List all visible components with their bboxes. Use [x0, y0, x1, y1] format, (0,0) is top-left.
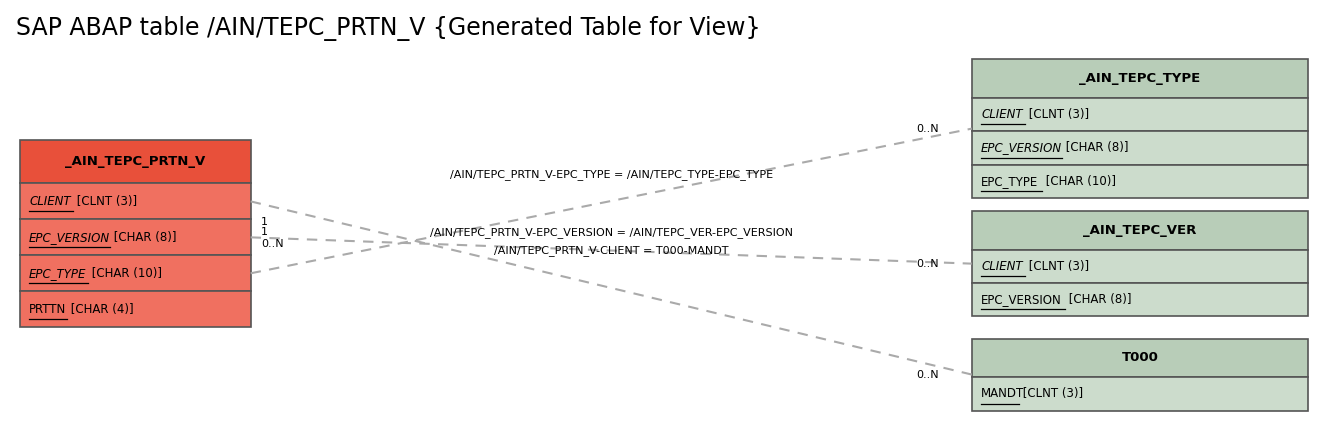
FancyBboxPatch shape — [20, 291, 250, 327]
Text: PRTTN: PRTTN — [29, 303, 66, 316]
Text: [CLNT (3)]: [CLNT (3)] — [1025, 108, 1090, 121]
Text: EPC_VERSION: EPC_VERSION — [981, 141, 1062, 155]
Text: 1: 1 — [261, 217, 269, 227]
Text: MANDT: MANDT — [981, 387, 1025, 400]
FancyBboxPatch shape — [972, 211, 1308, 250]
Text: _AIN_TEPC_TYPE: _AIN_TEPC_TYPE — [1079, 72, 1201, 85]
FancyBboxPatch shape — [972, 339, 1308, 377]
FancyBboxPatch shape — [20, 255, 250, 291]
FancyBboxPatch shape — [972, 250, 1308, 283]
Text: CLIENT: CLIENT — [981, 260, 1022, 273]
Text: EPC_VERSION: EPC_VERSION — [29, 231, 110, 244]
Text: 0..N: 0..N — [916, 369, 939, 380]
FancyBboxPatch shape — [972, 283, 1308, 316]
FancyBboxPatch shape — [972, 131, 1308, 165]
Text: [CHAR (10)]: [CHAR (10)] — [1042, 175, 1116, 188]
Text: /AIN/TEPC_PRTN_V-CLIENT = T000-MANDT: /AIN/TEPC_PRTN_V-CLIENT = T000-MANDT — [494, 245, 728, 256]
FancyBboxPatch shape — [20, 219, 250, 255]
Text: [CHAR (10)]: [CHAR (10)] — [89, 267, 163, 280]
Text: EPC_TYPE: EPC_TYPE — [29, 267, 86, 280]
FancyBboxPatch shape — [972, 98, 1308, 131]
Text: [CLNT (3)]: [CLNT (3)] — [1019, 387, 1083, 400]
Text: [CHAR (8)]: [CHAR (8)] — [1062, 141, 1129, 155]
FancyBboxPatch shape — [972, 165, 1308, 198]
FancyBboxPatch shape — [972, 59, 1308, 98]
FancyBboxPatch shape — [20, 139, 250, 183]
Text: CLIENT: CLIENT — [981, 108, 1022, 121]
Text: _AIN_TEPC_PRTN_V: _AIN_TEPC_PRTN_V — [65, 155, 205, 168]
Text: [CHAR (8)]: [CHAR (8)] — [1066, 293, 1132, 306]
Text: _AIN_TEPC_VER: _AIN_TEPC_VER — [1083, 224, 1197, 237]
Text: [CHAR (4)]: [CHAR (4)] — [68, 303, 134, 316]
FancyBboxPatch shape — [20, 183, 250, 219]
FancyBboxPatch shape — [972, 377, 1308, 411]
Text: SAP ABAP table /AIN/TEPC_PRTN_V {Generated Table for View}: SAP ABAP table /AIN/TEPC_PRTN_V {Generat… — [16, 16, 760, 41]
Text: 0..N: 0..N — [261, 239, 283, 249]
Text: CLIENT: CLIENT — [29, 195, 70, 208]
Text: [CLNT (3)]: [CLNT (3)] — [1025, 260, 1090, 273]
Text: EPC_TYPE: EPC_TYPE — [981, 175, 1038, 188]
Text: /AIN/TEPC_PRTN_V-EPC_VERSION = /AIN/TEPC_VER-EPC_VERSION: /AIN/TEPC_PRTN_V-EPC_VERSION = /AIN/TEPC… — [430, 227, 793, 238]
Text: T000: T000 — [1121, 351, 1158, 365]
Text: EPC_VERSION: EPC_VERSION — [981, 293, 1062, 306]
Text: /AIN/TEPC_PRTN_V-EPC_TYPE = /AIN/TEPC_TYPE-EPC_TYPE: /AIN/TEPC_PRTN_V-EPC_TYPE = /AIN/TEPC_TY… — [450, 169, 773, 180]
Text: [CLNT (3)]: [CLNT (3)] — [73, 195, 138, 208]
Text: 0..N: 0..N — [916, 259, 939, 269]
Text: 1: 1 — [261, 227, 269, 237]
Text: [CHAR (8)]: [CHAR (8)] — [110, 231, 177, 244]
Text: 0..N: 0..N — [916, 123, 939, 134]
